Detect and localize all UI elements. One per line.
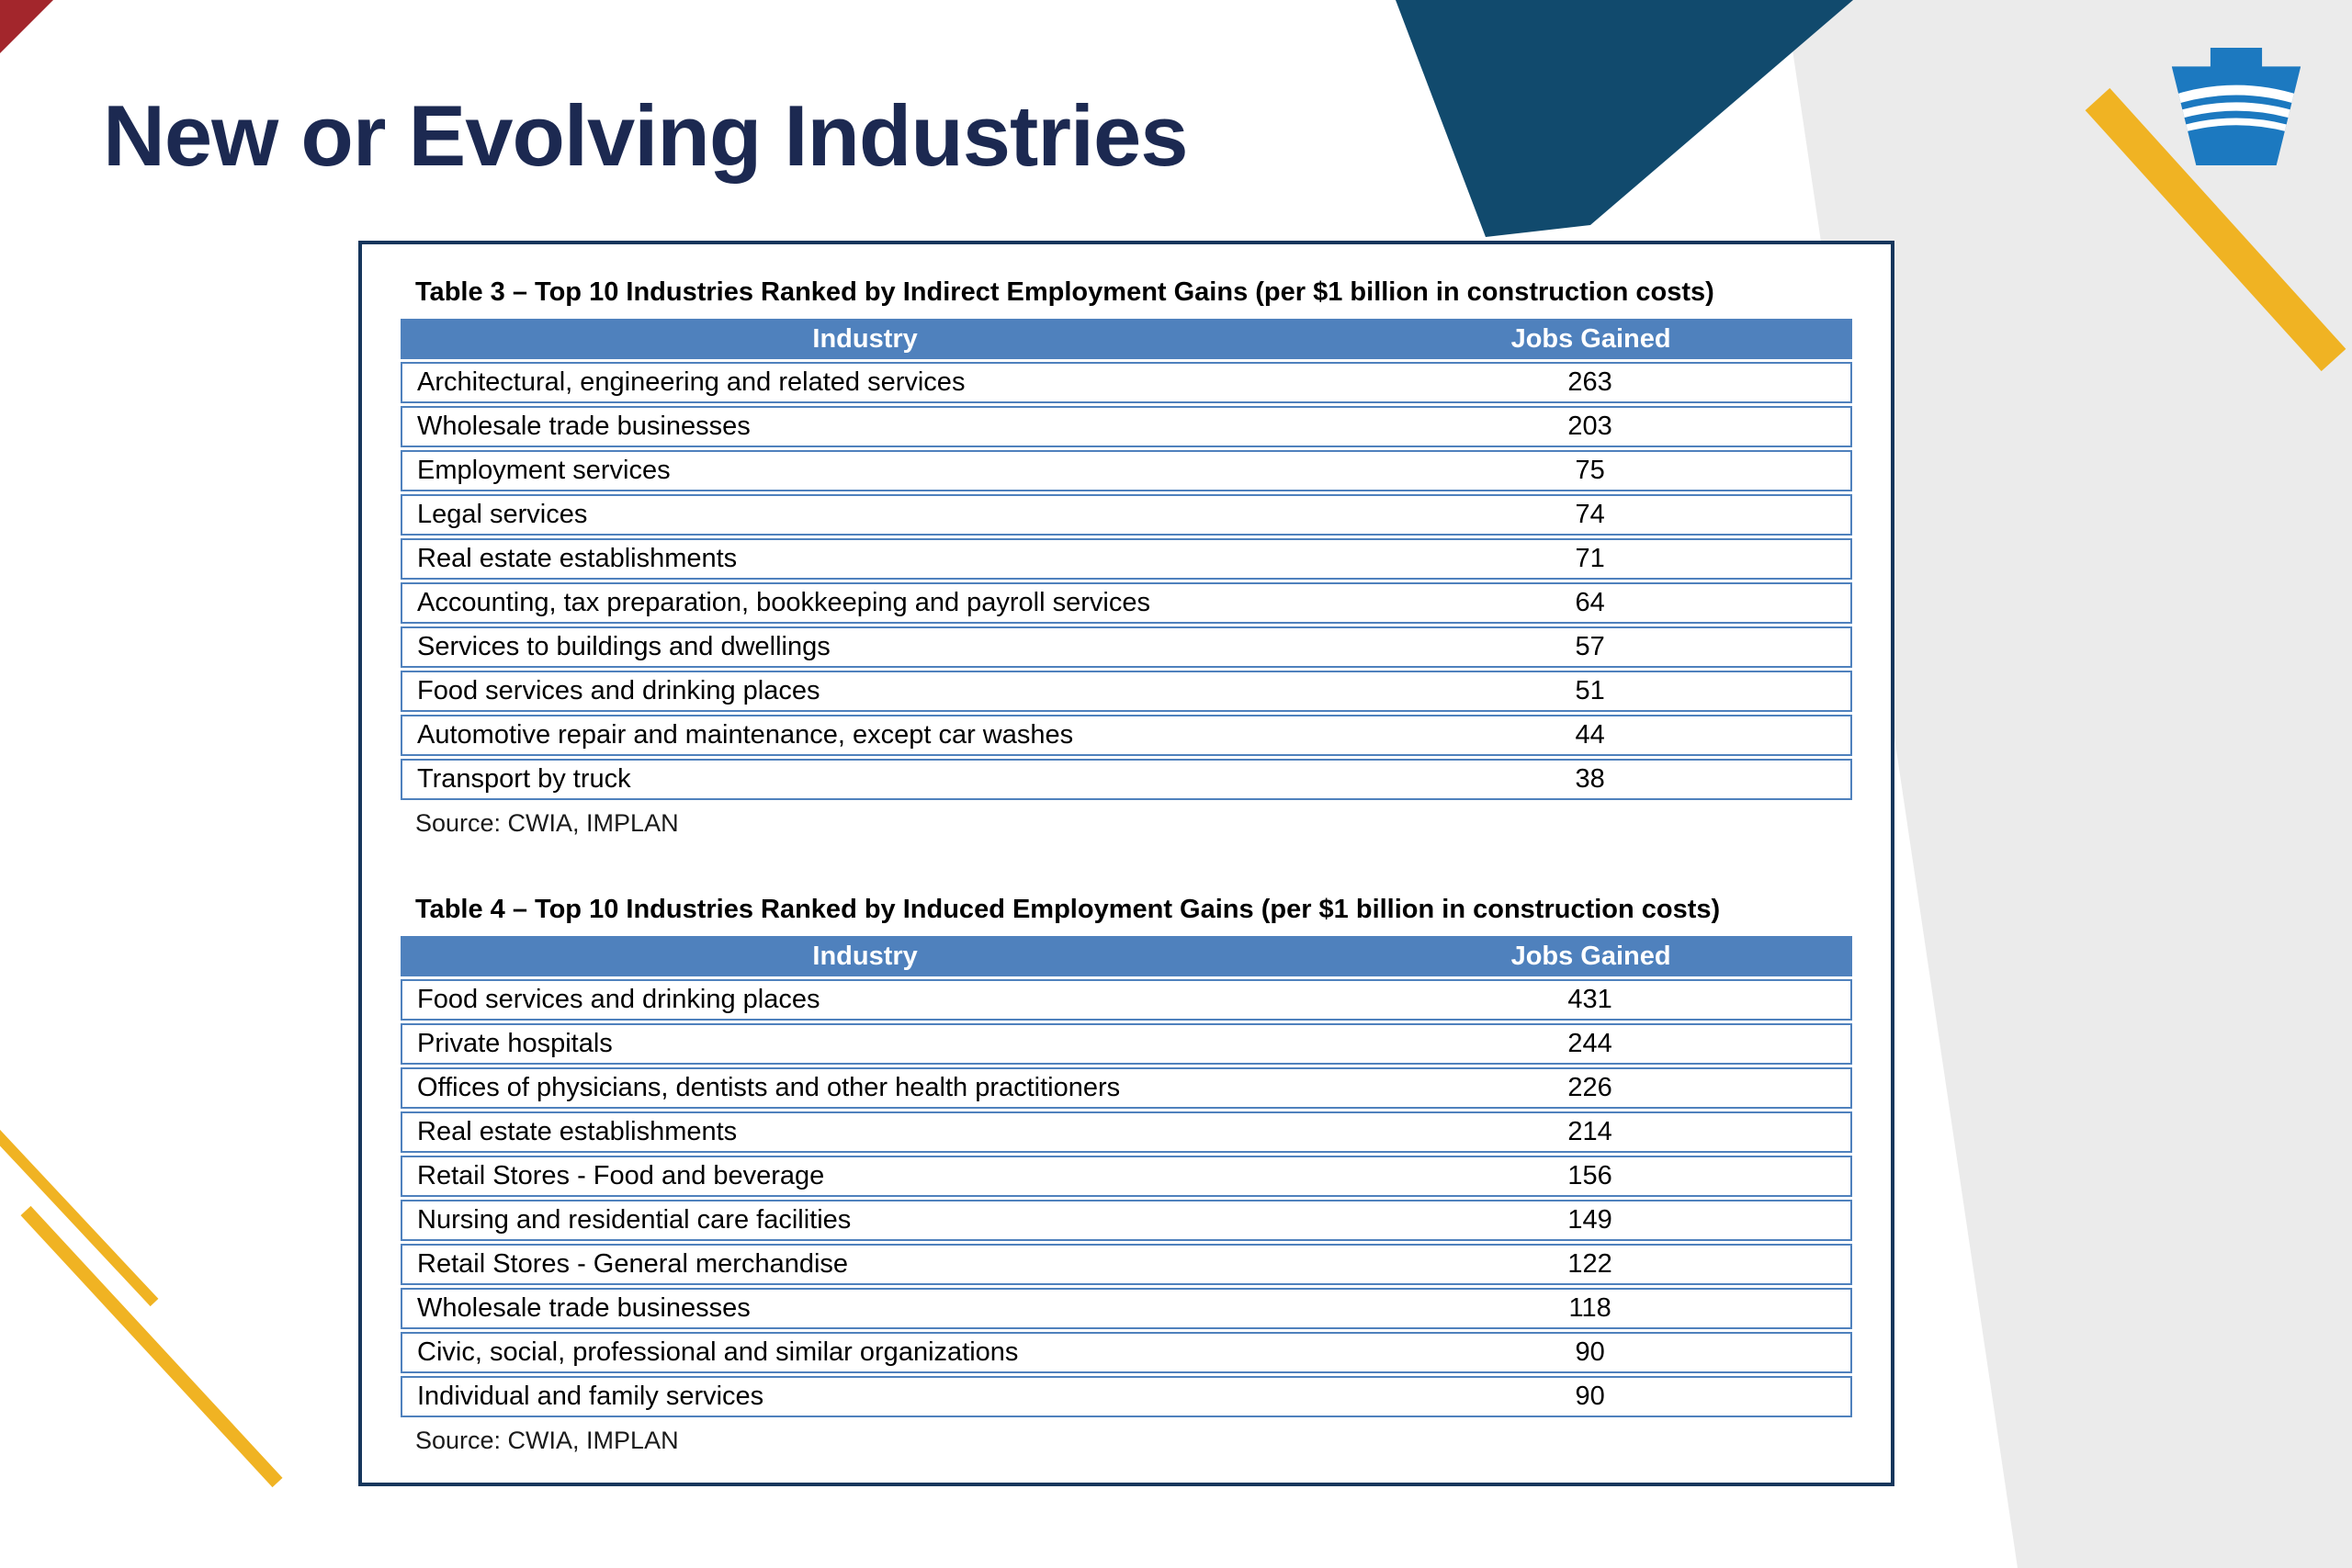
table-row: Wholesale trade businesses 203 [401, 406, 1852, 447]
jobs-gained-cell: 57 [1329, 626, 1852, 668]
jobs-gained-cell: 74 [1329, 494, 1852, 536]
gold-line-bottom-left-2 [20, 1205, 283, 1488]
industry-cell: Employment services [401, 450, 1330, 491]
keystone-wave-2 [2171, 102, 2301, 124]
industry-cell: Transport by truck [401, 759, 1330, 800]
gold-diagonal-stripe [2085, 87, 2346, 372]
table-row: Employment services 75 [401, 450, 1852, 491]
table4-header-row: Industry Jobs Gained [401, 936, 1852, 976]
table-row: Nursing and residential care facilities 1… [401, 1200, 1852, 1241]
jobs-gained-cell: 244 [1329, 1023, 1852, 1065]
table4-body: Food services and drinking places 431 Priv… [401, 979, 1852, 1417]
industry-cell: Civic, social, professional and similar … [401, 1332, 1330, 1373]
industry-cell: Legal services [401, 494, 1330, 536]
industry-cell: Nursing and residential care facilities [401, 1200, 1330, 1241]
industry-cell: Wholesale trade businesses [401, 1288, 1330, 1329]
jobs-gained-cell: 51 [1329, 671, 1852, 712]
table3-title: Table 3 – Top 10 Industries Ranked by In… [415, 277, 1714, 307]
table-row: Retail Stores - Food and beverage 156 [401, 1156, 1852, 1197]
slide-title: New or Evolving Industries [103, 87, 1189, 184]
table-row: Individual and family services 90 [401, 1376, 1852, 1417]
table-row: Civic, social, professional and similar … [401, 1332, 1852, 1373]
jobs-gained-cell: 118 [1329, 1288, 1852, 1329]
table3-source: Source: CWIA, IMPLAN [415, 809, 679, 837]
jobs-gained-column-header: Jobs Gained [1329, 319, 1852, 359]
industry-cell: Wholesale trade businesses [401, 406, 1330, 447]
jobs-gained-cell: 75 [1329, 450, 1852, 491]
jobs-gained-cell: 226 [1329, 1067, 1852, 1109]
induced-employment-table-section: Table 4 – Top 10 Industries Ranked by In… [401, 895, 1852, 1455]
table-row: Food services and drinking places 51 [401, 671, 1852, 712]
indirect-employment-table-section: Table 3 – Top 10 Industries Ranked by In… [401, 277, 1852, 838]
table-row: Legal services 74 [401, 494, 1852, 536]
table-row: Real estate establishments 71 [401, 538, 1852, 580]
jobs-gained-cell: 431 [1329, 979, 1852, 1021]
industry-cell: Automotive repair and maintenance, excep… [401, 715, 1330, 756]
jobs-gained-cell: 214 [1329, 1111, 1852, 1153]
industry-cell: Retail Stores - General merchandise [401, 1244, 1330, 1285]
table-row: Real estate establishments 214 [401, 1111, 1852, 1153]
industry-cell: Retail Stores - Food and beverage [401, 1156, 1330, 1197]
industry-cell: Food services and drinking places [401, 671, 1330, 712]
jobs-gained-cell: 38 [1329, 759, 1852, 800]
industry-cell: Services to buildings and dwellings [401, 626, 1330, 668]
table4-source: Source: CWIA, IMPLAN [415, 1427, 679, 1454]
table-row: Architectural, engineering and related s… [401, 362, 1852, 403]
keystone-logo [2171, 48, 2301, 165]
table-row: Offices of physicians, dentists and othe… [401, 1067, 1852, 1109]
gray-diagonal-band [1785, 0, 2352, 1568]
table4-induced-employment: Industry Jobs Gained Food services and d… [401, 933, 1852, 1420]
table-row: Food services and drinking places 431 [401, 979, 1852, 1021]
table-row: Transport by truck 38 [401, 759, 1852, 800]
jobs-gained-cell: 263 [1329, 362, 1852, 403]
table3-indirect-employment: Industry Jobs Gained Architectural, engi… [401, 316, 1852, 803]
navy-diagonal-band [1396, 0, 1853, 237]
industry-cell: Individual and family services [401, 1376, 1330, 1417]
table3-header-row: Industry Jobs Gained [401, 319, 1852, 359]
table4-title: Table 4 – Top 10 Industries Ranked by In… [415, 895, 1721, 924]
jobs-gained-cell: 44 [1329, 715, 1852, 756]
table-row: Private hospitals 244 [401, 1023, 1852, 1065]
table3-body: Architectural, engineering and related s… [401, 362, 1852, 800]
industry-column-header: Industry [401, 936, 1330, 976]
jobs-gained-cell: 64 [1329, 582, 1852, 624]
industry-column-header: Industry [401, 319, 1330, 359]
industry-cell: Real estate establishments [401, 1111, 1330, 1153]
jobs-gained-cell: 90 [1329, 1376, 1852, 1417]
jobs-gained-cell: 71 [1329, 538, 1852, 580]
jobs-gained-cell: 203 [1329, 406, 1852, 447]
jobs-gained-cell: 149 [1329, 1200, 1852, 1241]
table-row: Wholesale trade businesses 118 [401, 1288, 1852, 1329]
industry-cell: Accounting, tax preparation, bookkeeping… [401, 582, 1330, 624]
table-row: Retail Stores - General merchandise 122 [401, 1244, 1852, 1285]
table-row: Automotive repair and maintenance, excep… [401, 715, 1852, 756]
keystone-wave-1 [2171, 85, 2301, 108]
jobs-gained-cell: 122 [1329, 1244, 1852, 1285]
industry-cell: Real estate establishments [401, 538, 1330, 580]
gold-line-bottom-left-1 [0, 1129, 159, 1307]
table-row: Accounting, tax preparation, bookkeeping… [401, 582, 1852, 624]
jobs-gained-cell: 156 [1329, 1156, 1852, 1197]
jobs-gained-cell: 90 [1329, 1332, 1852, 1373]
industry-cell: Private hospitals [401, 1023, 1330, 1065]
industry-cell: Offices of physicians, dentists and othe… [401, 1067, 1330, 1109]
red-corner-accent [0, 0, 53, 53]
content-panel: Table 3 – Top 10 Industries Ranked by In… [358, 241, 1894, 1486]
keystone-wave-3 [2171, 118, 2301, 139]
industry-cell: Food services and drinking places [401, 979, 1330, 1021]
industry-cell: Architectural, engineering and related s… [401, 362, 1330, 403]
table-row: Services to buildings and dwellings 57 [401, 626, 1852, 668]
jobs-gained-column-header: Jobs Gained [1329, 936, 1852, 976]
